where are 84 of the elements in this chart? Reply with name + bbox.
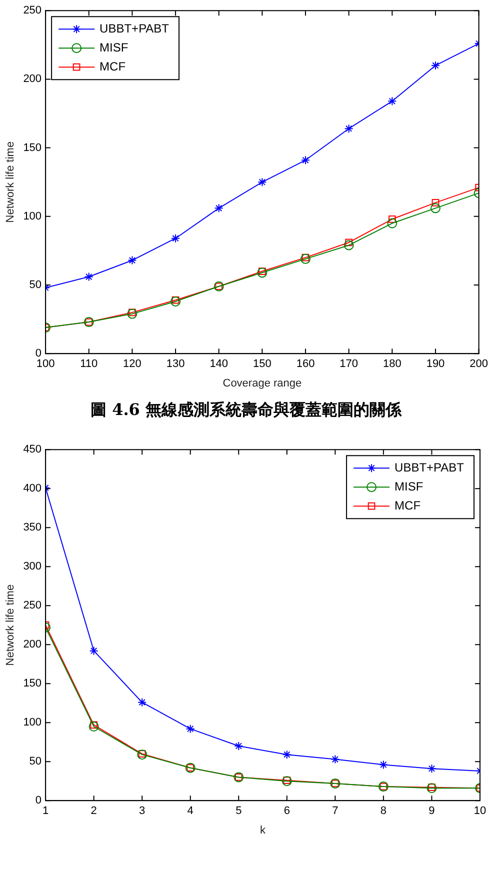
point (214, 204, 224, 213)
y-tick-label: 200 (23, 638, 42, 651)
y-axis-title: Network life time (4, 141, 17, 223)
point (282, 750, 292, 760)
caption: 圖 4.6 無線感測系統壽命與覆蓋範圍的關係 (90, 400, 403, 421)
y-tick-label: 150 (23, 142, 42, 154)
point (258, 178, 267, 187)
point (170, 296, 181, 306)
y-tick-label: 300 (23, 560, 42, 573)
x-tick-label: 9 (428, 805, 435, 818)
point (344, 240, 354, 250)
point (427, 764, 436, 774)
x-axis-title: k (260, 824, 266, 836)
x-tick-label: 160 (296, 358, 315, 370)
x-tick-label: 6 (284, 805, 290, 818)
x-tick-label: 2 (90, 805, 97, 818)
point (128, 256, 137, 265)
legend-label: MISF (100, 40, 128, 54)
x-tick-label: 180 (382, 358, 402, 370)
x-tick-label: 170 (340, 358, 358, 370)
x-tick-label: 190 (426, 358, 445, 370)
x-tick-label: 3 (139, 805, 146, 818)
y-tick-label: 50 (29, 756, 42, 768)
y-tick-label: 400 (23, 482, 42, 495)
point (388, 215, 396, 223)
point (344, 124, 354, 134)
x-tick-label: 130 (166, 358, 185, 370)
point (128, 308, 136, 316)
point (186, 724, 195, 734)
point (138, 698, 147, 707)
point (127, 308, 138, 319)
point (283, 776, 291, 784)
x-tick-label: 150 (253, 358, 272, 370)
y-axis-title: Network life time (4, 584, 17, 666)
point (301, 156, 310, 165)
y-tick-label: 100 (23, 210, 42, 222)
y-tick-label: 450 (23, 444, 42, 456)
x-tick-label: 5 (236, 805, 242, 818)
point (330, 754, 340, 764)
point (84, 272, 94, 282)
point (282, 776, 292, 786)
x-axis-title: Coverage range (222, 377, 302, 390)
y-tick-label: 0 (35, 794, 42, 807)
point (89, 646, 98, 656)
y-tick-label: 350 (23, 522, 42, 534)
y-tick-label: 100 (23, 716, 42, 729)
x-tick-label: 1 (42, 805, 49, 818)
x-tick-label: 200 (470, 358, 488, 370)
point (388, 96, 397, 106)
x-tick-label: 10 (474, 805, 486, 818)
point (345, 238, 353, 246)
legend-label: MISF (394, 479, 424, 494)
point (302, 254, 310, 262)
y-tick-label: 250 (23, 4, 42, 17)
y-tick-label: 50 (29, 279, 42, 292)
y-tick-label: 0 (35, 348, 42, 360)
x-tick-label: 4 (187, 805, 194, 818)
legend-label: UBBT+PABT (394, 460, 465, 474)
point (430, 60, 440, 70)
point (300, 254, 311, 264)
x-tick-label: 110 (80, 358, 98, 370)
y-tick-label: 200 (23, 73, 42, 86)
legend-label: MCF (100, 59, 126, 74)
y-tick-label: 250 (23, 600, 42, 612)
point (137, 750, 148, 760)
point (387, 218, 398, 228)
point (234, 742, 244, 750)
point (90, 721, 98, 729)
x-tick-label: 8 (380, 805, 387, 818)
legend-label: MCF (394, 498, 421, 512)
point (378, 760, 388, 770)
point (258, 268, 266, 275)
x-tick-label: 120 (123, 358, 142, 370)
legend-label: UBBT+PABT (100, 21, 170, 36)
point (88, 722, 99, 732)
point (172, 296, 180, 304)
y-tick-label: 150 (23, 678, 42, 690)
point (138, 750, 146, 758)
x-tick-label: 7 (332, 805, 338, 818)
point (432, 199, 440, 206)
point (171, 234, 180, 243)
x-tick-label: 140 (210, 358, 228, 370)
point (430, 203, 440, 214)
point (257, 268, 268, 278)
